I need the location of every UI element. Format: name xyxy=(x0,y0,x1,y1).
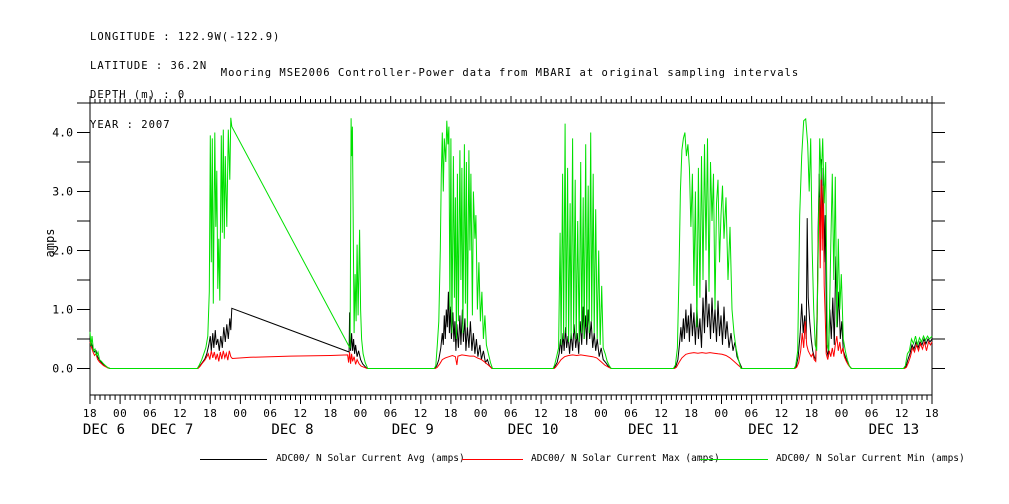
year-label: YEAR : 2007 xyxy=(90,118,171,131)
legend-label-max: ADC00/ N Solar Current Max (amps) xyxy=(531,453,720,464)
y-tick-label: 2.0 xyxy=(52,244,73,258)
hour-tick-label: 12 xyxy=(414,407,428,420)
hour-tick-label: 06 xyxy=(504,407,518,420)
hour-tick-label: 06 xyxy=(744,407,758,420)
hour-tick-label: 12 xyxy=(173,407,187,420)
depth-label: DEPTH (m) : 0 xyxy=(90,89,186,102)
legend-label-avg: ADC00/ N Solar Current Avg (amps) xyxy=(276,453,465,464)
hour-tick-label: 06 xyxy=(384,407,398,420)
metadata-block: LONGITUDE : 122.9W(-122.9) LATITUDE : 36… xyxy=(90,13,280,150)
date-label: DEC 9 xyxy=(392,422,434,438)
plot-frame xyxy=(89,102,933,396)
y-tick-label: 0.0 xyxy=(52,362,73,376)
legend-line-avg xyxy=(200,459,267,460)
hour-tick-label: 00 xyxy=(594,407,608,420)
y-tick-label: 3.0 xyxy=(52,185,73,199)
hour-tick-label: 00 xyxy=(714,407,728,420)
hour-tick-label: 12 xyxy=(534,407,548,420)
hour-tick-label: 12 xyxy=(654,407,668,420)
hour-tick-label: 00 xyxy=(233,407,247,420)
hour-tick-label: 12 xyxy=(293,407,307,420)
date-label: DEC 10 xyxy=(508,422,559,438)
hour-tick-label: 12 xyxy=(895,407,909,420)
legend-label-min: ADC00/ N Solar Current Min (amps) xyxy=(776,453,965,464)
date-label: DEC 13 xyxy=(869,422,920,438)
date-label: DEC 11 xyxy=(628,422,679,438)
date-label: DEC 7 xyxy=(151,422,193,438)
hour-tick-label: 18 xyxy=(564,407,578,420)
hour-tick-label: 18 xyxy=(203,407,217,420)
hour-tick-label: 18 xyxy=(684,407,698,420)
hour-tick-label: 18 xyxy=(925,407,939,420)
hour-tick-label: 00 xyxy=(835,407,849,420)
chart-title: Mooring MSE2006 Controller-Power data fr… xyxy=(220,67,800,79)
hour-tick-label: 00 xyxy=(353,407,367,420)
hour-tick-label: 18 xyxy=(83,407,97,420)
hour-tick-label: 00 xyxy=(113,407,127,420)
legend-line-max xyxy=(462,459,523,460)
hour-tick-label: 06 xyxy=(263,407,277,420)
hour-tick-label: 18 xyxy=(444,407,458,420)
latitude-label: LATITUDE : 36.2N xyxy=(90,59,208,72)
hour-tick-label: 06 xyxy=(143,407,157,420)
date-label: DEC 6 xyxy=(83,422,125,438)
y-tick-label: 4.0 xyxy=(52,126,73,140)
series-line-solar-current-min xyxy=(89,117,933,369)
hour-tick-label: 06 xyxy=(624,407,638,420)
legend-line-min xyxy=(700,459,768,460)
y-tick-label: 1.0 xyxy=(52,303,73,317)
hour-tick-label: 06 xyxy=(865,407,879,420)
hour-tick-label: 18 xyxy=(323,407,337,420)
longitude-label: LONGITUDE : 122.9W(-122.9) xyxy=(90,30,281,43)
hour-tick-label: 12 xyxy=(774,407,788,420)
date-label: DEC 12 xyxy=(748,422,799,438)
hour-tick-label: 18 xyxy=(805,407,819,420)
date-label: DEC 8 xyxy=(271,422,313,438)
series-line-solar-current-max xyxy=(89,173,933,369)
hour-tick-label: 00 xyxy=(474,407,488,420)
